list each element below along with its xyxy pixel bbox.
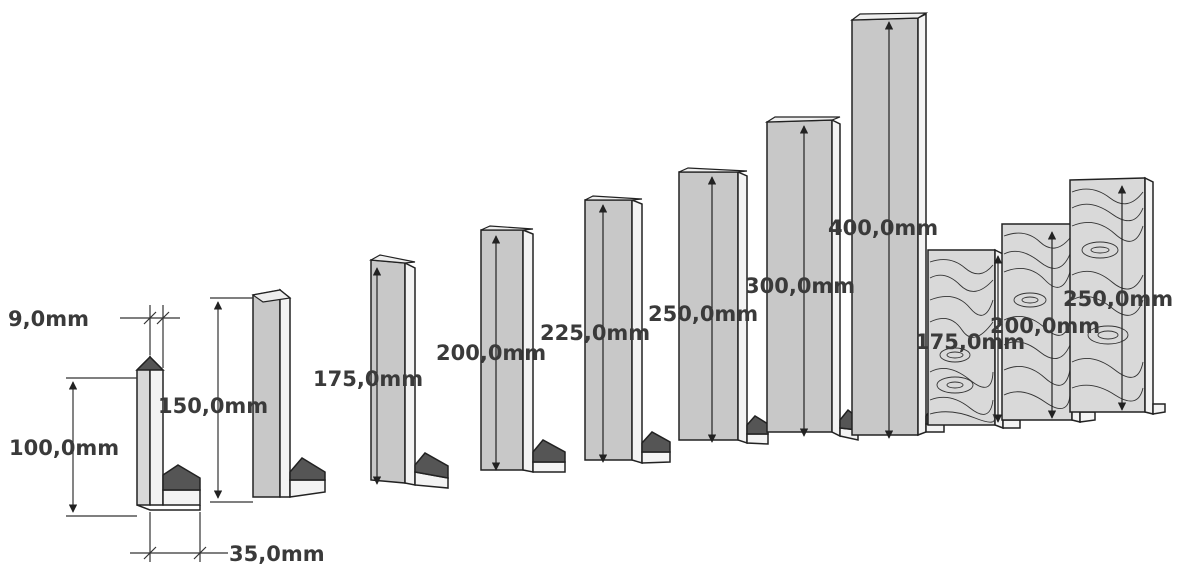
dim-lines-profile-2 [210,297,253,503]
label-height-400: 400,0mm [828,216,939,240]
label-wood-height-175: 175,0mm [915,330,1026,354]
wood-profile-175mm [927,248,1021,430]
profile-175mm [368,254,449,489]
label-thickness: 9,0mm [8,307,89,331]
wood-profile-250mm [1069,176,1166,415]
wood-profile-200mm [1001,222,1096,423]
profile-300mm [764,116,859,441]
profile-200mm [480,225,566,473]
profile-225mm [584,195,671,465]
label-height-150: 150,0mm [158,394,269,418]
label-wood-height-250: 250,0mm [1063,287,1174,311]
label-height-300: 300,0mm [745,274,856,298]
profile-100mm [135,355,201,511]
label-height-175: 175,0mm [313,367,424,391]
label-height-200: 200,0mm [436,341,547,365]
profile-250mm [678,167,769,445]
profile-400mm [850,12,945,439]
label-base-width: 35,0mm [229,542,325,566]
label-height-250: 250,0mm [648,302,759,326]
label-height-225: 225,0mm [540,321,651,345]
label-height-100: 100,0mm [9,436,120,460]
dim-lines-profile-1 [66,305,228,562]
profile-150mm [251,288,326,498]
label-wood-height-200: 200,0mm [990,314,1101,338]
